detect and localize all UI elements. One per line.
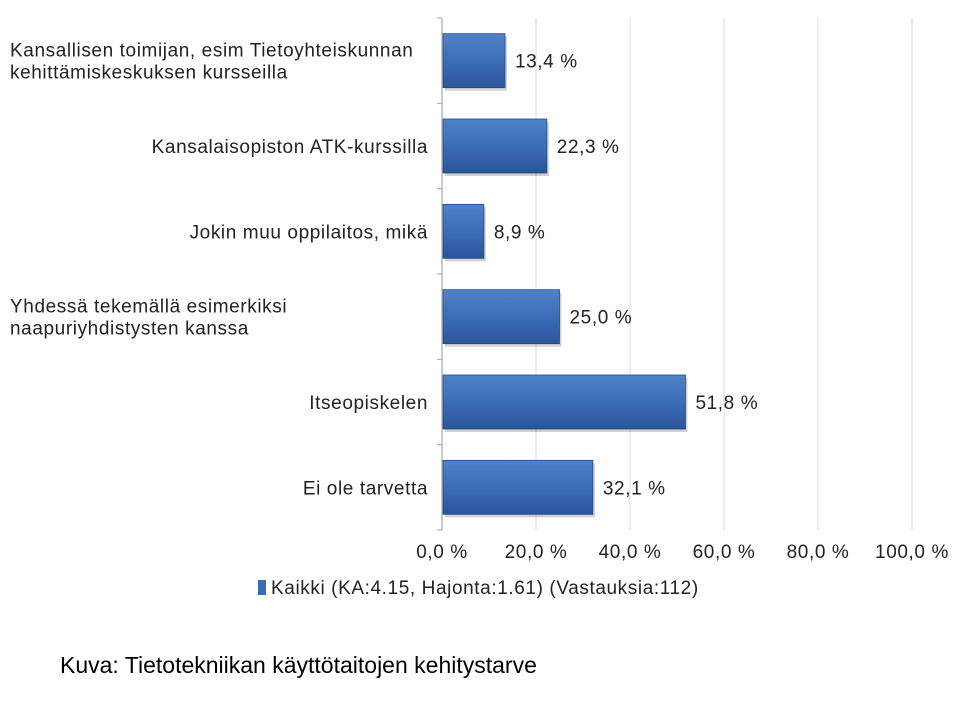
bars <box>442 33 688 518</box>
data-label: 22,3 % <box>557 137 620 158</box>
data-label: 25,0 % <box>570 308 633 329</box>
category-label: Ei ole tarvetta <box>303 478 428 499</box>
bar <box>442 33 506 89</box>
bar <box>442 374 686 430</box>
data-label: 32,1 % <box>603 478 666 499</box>
bar <box>442 203 485 259</box>
labels: 0,0 % 20,0 % 40,0 % 60,0 % 80,0 % 100,0 % 13,4… <box>10 41 949 563</box>
figure-caption: Kuva: Tietotekniikan käyttötaitojen kehi… <box>60 652 537 678</box>
data-label: 8,9 % <box>494 222 546 243</box>
x-tick-label: 100,0 % <box>875 542 949 563</box>
legend-swatch <box>258 580 266 595</box>
category-label: Kansalaisopiston ATK-kurssilla <box>152 137 428 158</box>
category-label: Jokin muu oppilaitos, mikä <box>190 222 428 243</box>
x-tick-label: 0,0 % <box>416 542 468 563</box>
bar <box>442 459 594 515</box>
bar-chart: 0,0 % 20,0 % 40,0 % 60,0 % 80,0 % 100,0 % 13,4… <box>10 17 949 599</box>
x-tick-label: 80,0 % <box>787 542 850 563</box>
data-label: 13,4 % <box>515 52 578 73</box>
category-label: Kansallisen toimijan, esim Tietoyhteisku… <box>10 41 413 62</box>
gridlines <box>535 18 913 530</box>
category-label: kehittämiskeskuksen kursseilla <box>10 63 288 84</box>
bar <box>442 289 560 345</box>
x-tick-label: 60,0 % <box>693 542 756 563</box>
data-label: 51,8 % <box>695 393 758 414</box>
bar <box>442 118 548 174</box>
category-label: Yhdessä tekemällä esimerkiksi <box>10 297 287 318</box>
legend-label: Kaikki (KA:4.15, Hajonta:1.61) (Vastauks… <box>271 578 699 599</box>
x-tick-label: 40,0 % <box>599 542 662 563</box>
x-tick-label: 20,0 % <box>505 542 568 563</box>
axes <box>437 17 443 531</box>
category-label: naapuriyhdistysten kanssa <box>10 319 249 340</box>
category-label: Itseopiskelen <box>309 393 428 414</box>
legend: Kaikki (KA:4.15, Hajonta:1.61) (Vastauks… <box>258 578 699 599</box>
